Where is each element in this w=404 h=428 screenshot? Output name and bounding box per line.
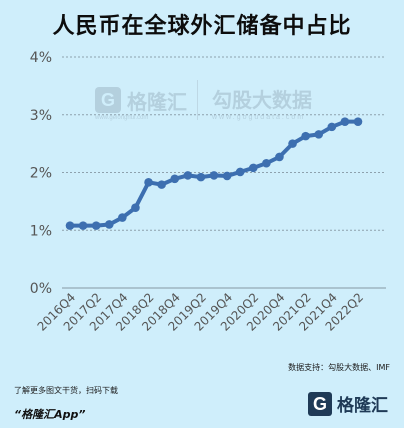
data-point xyxy=(131,203,140,213)
gogudata-watermark: 勾股大数据 www.gogudata.com xyxy=(212,84,312,121)
data-point xyxy=(91,221,101,230)
y-tick-label: 0% xyxy=(30,281,52,297)
gogudata-watermark-name: 勾股大数据 xyxy=(212,88,312,112)
gelonghui-watermark-url: www.gelonghui.com xyxy=(95,115,149,121)
footer-tagline: 了解更多图文干货，扫码下载 xyxy=(14,386,118,395)
source-note: 数据支持：勾股大数据、IMF xyxy=(288,363,390,372)
footer-app-name: “格隆汇App” xyxy=(14,408,86,421)
brand-logo: G 格隆汇 xyxy=(308,391,388,416)
data-point xyxy=(262,158,271,168)
data-point xyxy=(183,171,193,180)
data-point xyxy=(314,130,324,139)
data-point xyxy=(353,117,363,126)
data-point xyxy=(144,178,153,187)
gelonghui-watermark: G 格隆汇 www.gelonghui.com xyxy=(95,82,187,121)
brand-logo-icon: G xyxy=(308,391,332,416)
y-tick-label: 4% xyxy=(30,50,52,66)
data-point xyxy=(104,220,114,229)
data-point xyxy=(340,117,350,126)
data-point xyxy=(209,171,219,180)
data-point xyxy=(170,174,180,184)
y-tick-label: 3% xyxy=(30,108,52,124)
chart-title: 人民币在全球外汇储备中占比 xyxy=(52,14,352,39)
data-point xyxy=(196,172,206,182)
data-point xyxy=(222,171,232,181)
data-point xyxy=(118,213,127,222)
data-point xyxy=(78,221,88,230)
watermark-divider xyxy=(197,80,198,120)
data-point xyxy=(301,131,310,141)
data-point xyxy=(275,152,284,162)
y-tick-label: 2% xyxy=(30,166,52,182)
data-point xyxy=(65,221,75,230)
gelonghui-watermark-name: 格隆汇 xyxy=(127,89,187,114)
y-tick-label: 1% xyxy=(30,223,52,239)
data-point xyxy=(157,180,166,189)
data-point xyxy=(248,163,258,173)
gogudata-watermark-url: www.gogudata.com xyxy=(212,114,306,121)
data-point xyxy=(235,167,245,177)
data-point xyxy=(288,139,297,148)
brand-name: 格隆汇 xyxy=(337,396,388,416)
data-point xyxy=(327,122,337,132)
gelonghui-watermark-logo-icon: G xyxy=(95,87,121,113)
